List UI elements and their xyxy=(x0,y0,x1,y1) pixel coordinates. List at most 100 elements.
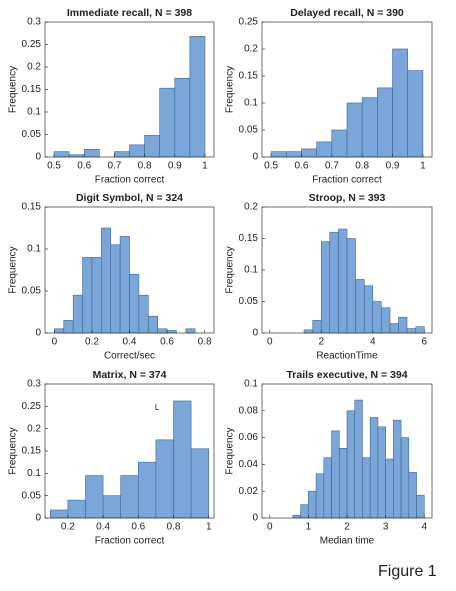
bar xyxy=(338,228,348,334)
bar xyxy=(101,227,112,334)
y-tick-label: 0.1 xyxy=(27,468,41,479)
bar xyxy=(354,399,363,519)
bar xyxy=(138,294,149,334)
y-tick-label: 0 xyxy=(252,328,258,339)
y-tick-label: 0.1 xyxy=(244,379,258,390)
bar xyxy=(346,238,356,334)
bar xyxy=(155,439,174,519)
bar xyxy=(315,473,325,519)
y-tick-label: 0.3 xyxy=(27,17,41,28)
bar xyxy=(415,326,425,334)
panel: Immediate recall, N = 398 Fraction correc… xyxy=(8,7,215,186)
bar xyxy=(308,490,317,519)
x-tick-label: 0 xyxy=(267,522,273,533)
bar xyxy=(372,301,382,334)
y-tick-label: 0.25 xyxy=(22,401,42,412)
panel: Stroop, N = 393 ReactionTime Frequency 0 2 4 6… xyxy=(225,192,433,362)
bar xyxy=(380,307,391,334)
y-tick-label: 0.15 xyxy=(22,84,42,95)
bar xyxy=(400,437,410,519)
bar xyxy=(173,400,192,519)
panel: Delayed recall, N = 390 Fraction correct F… xyxy=(225,7,433,186)
bar xyxy=(398,316,408,334)
y-tick-label: 0.15 xyxy=(22,446,42,457)
bar xyxy=(385,458,394,519)
y-tick-label: 0.2 xyxy=(244,44,258,55)
y-tick-label: 0.05 xyxy=(22,286,42,297)
bar xyxy=(361,97,378,158)
panel-title: Digit Symbol, N = 324 xyxy=(76,192,183,204)
x-tick-label: 0.6 xyxy=(131,522,145,533)
x-tick-label: 1 xyxy=(420,161,426,172)
panel: Trails executive, N = 394 Median time Freq… xyxy=(225,369,433,547)
y-tick-label: 0 xyxy=(35,328,41,339)
x-tick-label: 0.7 xyxy=(107,161,121,172)
y-tick-label: 0.1 xyxy=(27,107,41,118)
bar xyxy=(323,457,332,519)
bar xyxy=(270,151,287,158)
bar xyxy=(54,328,65,334)
panel-title: Delayed recall, N = 390 xyxy=(290,7,404,19)
y-tick-label: 0.15 xyxy=(22,202,42,213)
bar xyxy=(329,231,339,334)
x-tick-label: 2 xyxy=(344,522,350,533)
bar xyxy=(147,315,158,334)
y-tick-label: 0.15 xyxy=(239,71,259,82)
bar xyxy=(119,236,130,334)
y-axis-label: Frequency xyxy=(225,66,236,113)
bar xyxy=(185,328,196,334)
panel: Digit Symbol, N = 324 Correct/sec Frequenc… xyxy=(8,192,215,362)
x-axis-label: Correct/sec xyxy=(104,351,155,362)
bar xyxy=(346,102,363,158)
bar xyxy=(316,141,333,158)
bar xyxy=(190,448,210,519)
bar xyxy=(389,323,399,334)
bar xyxy=(407,70,424,158)
x-tick-label: 0 xyxy=(267,337,273,348)
bar xyxy=(129,144,145,158)
x-tick-label: 0.8 xyxy=(355,161,369,172)
y-tick-label: 0.2 xyxy=(244,202,258,213)
bar xyxy=(83,149,100,158)
x-tick-label: 0.9 xyxy=(386,161,400,172)
bar xyxy=(312,320,322,334)
bar xyxy=(393,419,402,519)
bar xyxy=(159,87,176,158)
bar xyxy=(362,457,371,519)
bar xyxy=(392,48,409,158)
x-axis-label: ReactionTime xyxy=(316,351,378,362)
x-tick-label: 4 xyxy=(370,337,376,348)
x-tick-label: 0.9 xyxy=(168,161,182,172)
x-tick-label: 0.8 xyxy=(138,161,152,172)
bar xyxy=(110,244,121,334)
y-tick-label: 0.08 xyxy=(239,405,259,416)
x-tick-label: 0.8 xyxy=(198,337,212,348)
x-tick-label: 0.2 xyxy=(85,337,99,348)
y-tick-label: 0.25 xyxy=(239,17,259,28)
bar xyxy=(301,148,317,158)
y-tick-label: 0.05 xyxy=(22,490,42,501)
x-tick-label: 0.8 xyxy=(167,522,181,533)
y-tick-label: 0 xyxy=(35,152,41,163)
bar xyxy=(331,430,340,519)
x-tick-label: 2 xyxy=(318,337,324,348)
y-tick-label: 0.05 xyxy=(239,296,259,307)
x-axis-label: Fraction correct xyxy=(95,536,165,547)
x-tick-label: 0 xyxy=(52,337,58,348)
x-tick-label: 1 xyxy=(306,522,312,533)
bar xyxy=(331,129,348,158)
y-axis-label: Frequency xyxy=(225,246,236,293)
y-tick-label: 0 xyxy=(252,152,258,163)
x-tick-label: 6 xyxy=(421,337,427,348)
x-tick-label: 0.5 xyxy=(47,161,61,172)
x-axis-label: Fraction correct xyxy=(95,175,165,186)
bar xyxy=(285,151,302,158)
y-tick-label: 0.3 xyxy=(27,379,41,390)
bar xyxy=(85,475,104,519)
x-tick-label: 0.6 xyxy=(295,161,309,172)
panel: Matrix, N = 374 Fraction correct Frequency… xyxy=(8,369,215,547)
y-tick-label: 0 xyxy=(252,513,258,524)
y-tick-label: 0.2 xyxy=(27,62,41,73)
x-tick-label: 4 xyxy=(421,522,427,533)
y-tick-label: 0.05 xyxy=(22,129,42,140)
